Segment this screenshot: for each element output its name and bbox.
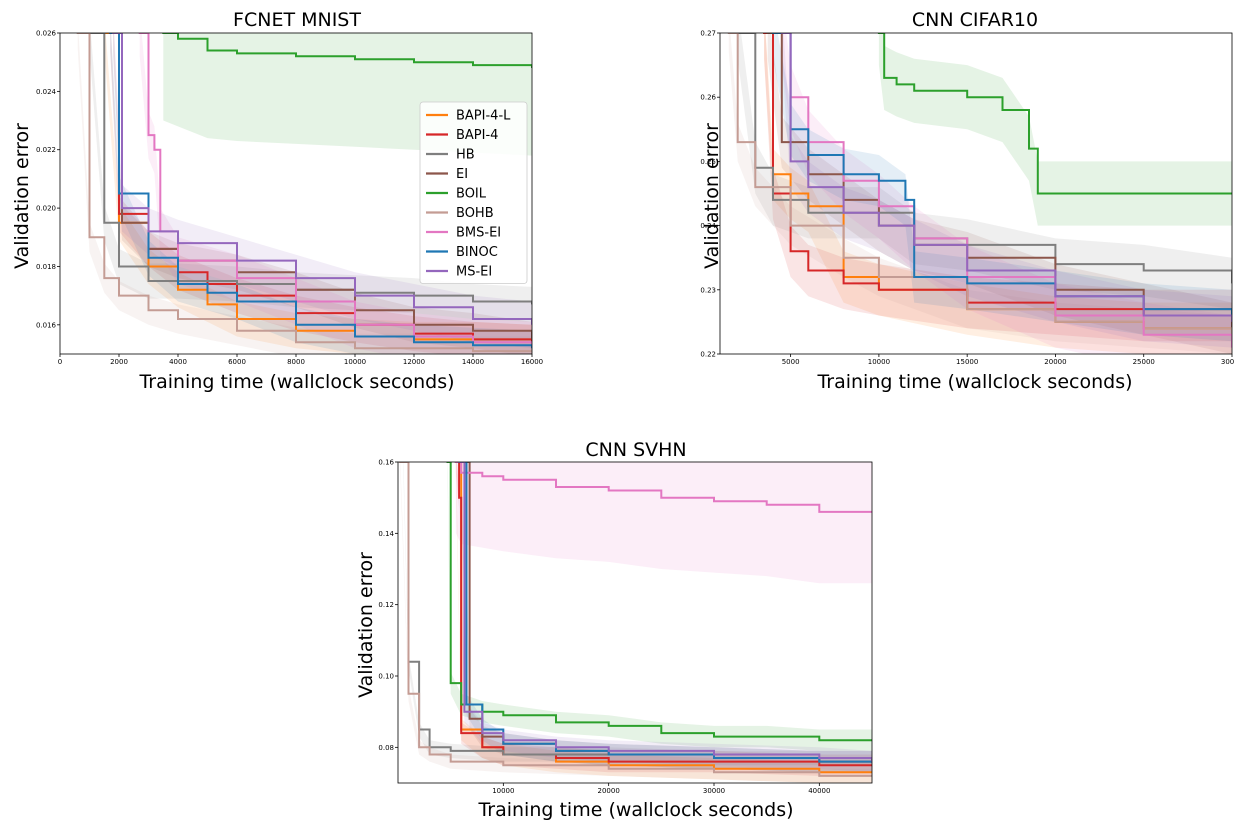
x-tick-label: 12000 (403, 358, 425, 366)
series-line-hb (88, 33, 532, 305)
legend-label: BMS-EI (456, 226, 501, 241)
x-tick-label: 2000 (110, 358, 128, 366)
chart-title: CNN SVHN (585, 439, 686, 461)
x-tick-label: 20000 (1044, 358, 1066, 366)
legend: BAPI-4-L BAPI-4 HB EI BOIL BOHB BMS-EI BINOC MS-… (419, 101, 528, 284)
series-band-hb (737, 33, 1232, 310)
legend-label: BOIL (456, 187, 487, 202)
chart-fcnet-mnist: FCNET MNIST Training time (wallclock sec… (11, 9, 543, 393)
x-tick-label: 10000 (344, 358, 366, 366)
legend-label: MS-EI (456, 265, 492, 280)
x-axis-label: Training time (wallclock seconds) (816, 371, 1132, 393)
series-line-ms-ei (780, 33, 1232, 322)
x-tick-label: 20000 (598, 787, 620, 795)
x-axis-label: Training time (wallclock seconds) (138, 371, 454, 393)
y-tick-label: 0.23 (700, 286, 716, 294)
series-band-boil (878, 33, 1232, 226)
x-tick-label: 16000 (521, 358, 543, 366)
series-band-binoc (461, 462, 872, 773)
y-tick-label: 0.10 (378, 673, 394, 681)
legend-label: BAPI-4-L (456, 109, 511, 124)
legend-box (419, 101, 528, 284)
series-band-bapi-4 (110, 33, 532, 354)
y-tick-label: 0.27 (700, 30, 716, 38)
legend-label: EI (456, 167, 468, 182)
x-tick-label: 4000 (169, 358, 187, 366)
series-line-bms-ei (780, 33, 1232, 348)
x-axis-label: Training time (wallclock seconds) (477, 799, 793, 821)
x-tick-label: 30000 (1221, 358, 1234, 366)
legend-label: BINOC (456, 245, 498, 260)
y-tick-label: 0.22 (700, 351, 716, 359)
y-axis-label: Validation error (701, 123, 723, 269)
series-band-bapi-4-l (764, 33, 1232, 354)
series-band-bohb (728, 33, 1232, 354)
y-tick-label: 0.25 (700, 158, 716, 166)
y-tick-label: 0.14 (378, 530, 394, 538)
plot-area (727, 33, 1232, 354)
x-tick-label: 30000 (703, 787, 725, 795)
x-tick-label: 0 (58, 358, 62, 366)
y-tick-label: 0.020 (36, 205, 56, 213)
series-line-bohb (727, 33, 1232, 335)
series-line-boil (877, 33, 1232, 195)
series-band-binoc (773, 33, 1232, 342)
y-tick-label: 0.24 (700, 222, 716, 230)
y-tick-label: 0.26 (700, 94, 716, 102)
series-line-bms-ei (454, 462, 872, 513)
legend-label: BAPI-4 (456, 128, 498, 143)
x-tick-label: 6000 (228, 358, 246, 366)
series-band-ms-ei (459, 462, 872, 773)
chart-cnn-svhn: CNN SVHN Training time (wallclock second… (355, 439, 873, 821)
x-tick-label: 10000 (492, 787, 514, 795)
series-band-bapi-4 (455, 462, 872, 776)
chart-cnn-cifar10: CNN CIFAR10 Training time (wallclock sec… (700, 9, 1234, 393)
series-line-bapi-4 (109, 33, 532, 343)
y-tick-label: 0.016 (36, 321, 57, 329)
series-band-boil (447, 462, 872, 751)
series-band-bms-ei (455, 462, 872, 584)
y-tick-label: 0.12 (378, 601, 394, 609)
y-tick-label: 0.08 (378, 744, 394, 752)
x-tick-label: 15000 (956, 358, 978, 366)
series-band-bms-ei (781, 33, 1232, 354)
plot-area (399, 462, 872, 783)
series-line-binoc (109, 33, 532, 349)
y-tick-label: 0.022 (36, 146, 56, 154)
series-line-ms-ei (458, 462, 872, 762)
chart-title: FCNET MNIST (233, 9, 361, 31)
series-line-boil (446, 462, 872, 742)
x-tick-label: 5000 (782, 358, 800, 366)
series-band-ei (767, 33, 1232, 354)
series-line-bohb (399, 462, 872, 777)
series-line-boil (162, 33, 532, 68)
y-axis-label: Validation error (11, 123, 33, 269)
x-tick-label: 40000 (808, 787, 830, 795)
x-tick-label: 25000 (1133, 358, 1155, 366)
axes-frame (719, 32, 1233, 355)
series-line-ms-ei (112, 33, 532, 325)
series-line-bms-ei (138, 33, 532, 346)
series-band-hb (89, 33, 532, 322)
legend-label: BOHB (456, 206, 494, 221)
axes-frame (397, 461, 873, 784)
y-tick-label: 0.16 (378, 459, 394, 467)
series-band-bapi-4 (764, 33, 1232, 342)
x-tick-label: 10000 (868, 358, 890, 366)
y-tick-label: 0.018 (36, 263, 56, 271)
y-tick-label: 0.024 (36, 88, 57, 96)
legend-label: HB (456, 148, 475, 163)
y-axis-label: Validation error (355, 552, 377, 698)
x-tick-label: 14000 (462, 358, 484, 366)
series-line-ei (112, 33, 532, 340)
y-tick-label: 0.026 (36, 30, 57, 38)
series-band-ei (113, 33, 532, 354)
x-tick-label: 8000 (287, 358, 305, 366)
series-line-bohb (76, 33, 532, 353)
chart-title: CNN CIFAR10 (912, 9, 1038, 31)
series-band-ms-ei (113, 33, 532, 349)
series-band-ei (464, 462, 872, 773)
